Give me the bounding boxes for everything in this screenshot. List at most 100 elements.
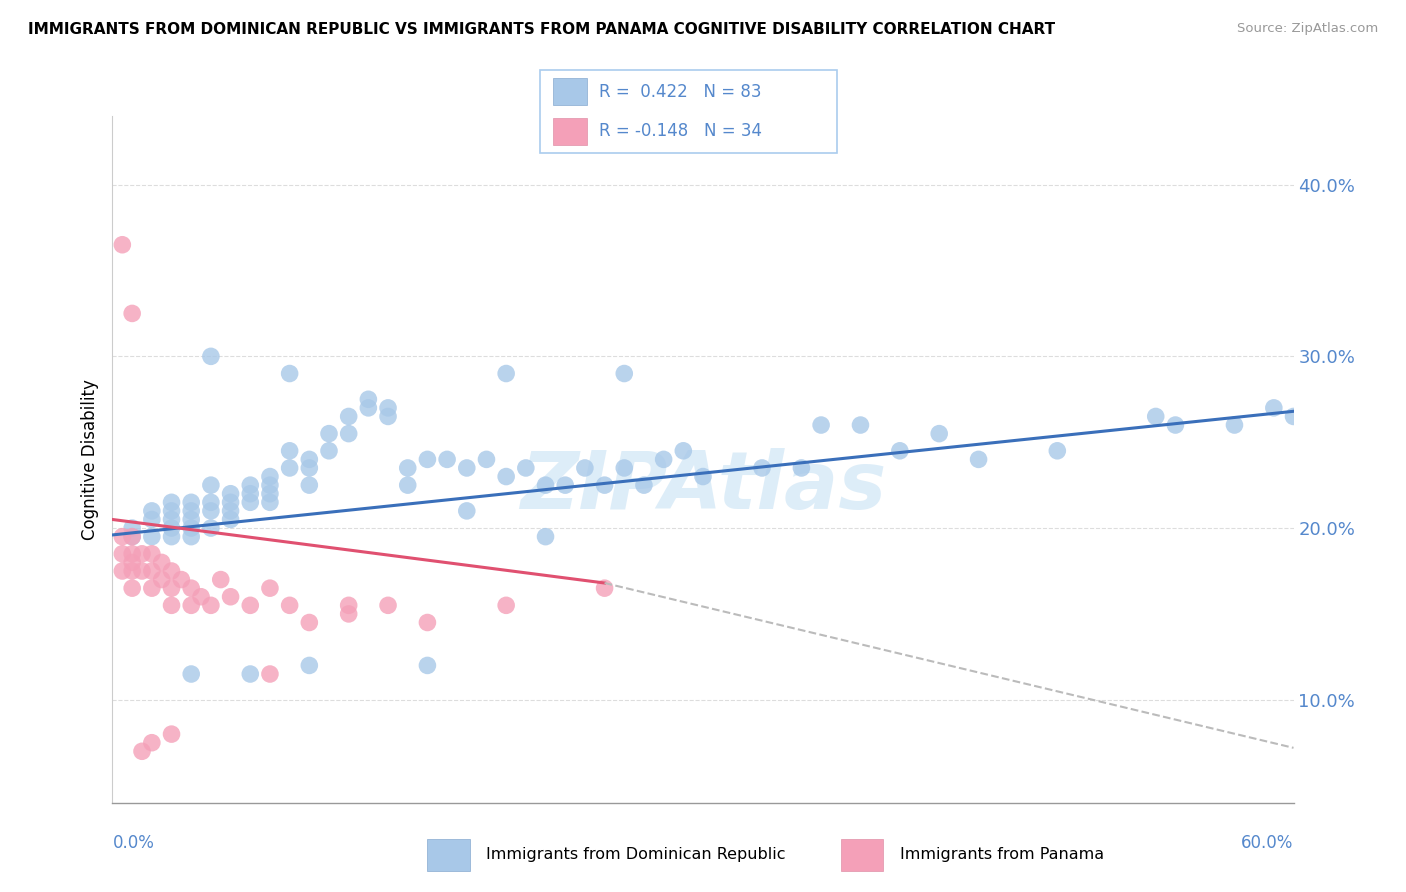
Bar — [427, 839, 470, 871]
Text: ZIPAtlas: ZIPAtlas — [520, 448, 886, 526]
Point — [131, 547, 153, 561]
Point — [160, 581, 183, 595]
Point — [475, 452, 498, 467]
Point — [121, 306, 143, 320]
Point — [613, 367, 636, 381]
Point — [593, 581, 616, 595]
Point — [121, 521, 143, 535]
Text: 0.0%: 0.0% — [112, 834, 155, 852]
Point — [141, 547, 163, 561]
Point — [278, 367, 301, 381]
Point — [318, 443, 340, 458]
Point — [652, 452, 675, 467]
Point — [150, 555, 173, 570]
Point — [111, 564, 134, 578]
Point — [396, 461, 419, 475]
Text: 60.0%: 60.0% — [1241, 834, 1294, 852]
Point — [554, 478, 576, 492]
Point — [200, 478, 222, 492]
Point — [298, 461, 321, 475]
Point — [574, 461, 596, 475]
Point — [967, 452, 990, 467]
Point — [456, 461, 478, 475]
Point — [160, 727, 183, 741]
Point — [160, 564, 183, 578]
Point — [298, 478, 321, 492]
Point — [219, 504, 242, 518]
Point — [209, 573, 232, 587]
Point — [396, 478, 419, 492]
Point — [337, 607, 360, 621]
Point — [298, 658, 321, 673]
Point — [495, 599, 517, 613]
Point — [180, 599, 202, 613]
Point — [180, 495, 202, 509]
Point — [121, 530, 143, 544]
Point — [219, 590, 242, 604]
Point — [318, 426, 340, 441]
Point — [416, 452, 439, 467]
Point — [219, 495, 242, 509]
Point — [141, 736, 163, 750]
Point — [456, 504, 478, 518]
Text: Immigrants from Panama: Immigrants from Panama — [900, 847, 1104, 862]
Point — [298, 452, 321, 467]
Point — [180, 512, 202, 526]
Text: R = -0.148   N = 34: R = -0.148 N = 34 — [599, 122, 762, 140]
Point — [337, 426, 360, 441]
Point — [1144, 409, 1167, 424]
Text: Immigrants from Dominican Republic: Immigrants from Dominican Republic — [486, 847, 786, 862]
Point — [141, 564, 163, 578]
Point — [357, 401, 380, 415]
Point — [416, 658, 439, 673]
Point — [692, 469, 714, 483]
Point — [534, 530, 557, 544]
Point — [259, 469, 281, 483]
Point — [593, 478, 616, 492]
Point — [613, 461, 636, 475]
Point — [889, 443, 911, 458]
Point — [160, 599, 183, 613]
Point — [180, 667, 202, 681]
Point — [160, 512, 183, 526]
Bar — [553, 78, 586, 105]
Text: IMMIGRANTS FROM DOMINICAN REPUBLIC VS IMMIGRANTS FROM PANAMA COGNITIVE DISABILIT: IMMIGRANTS FROM DOMINICAN REPUBLIC VS IM… — [28, 22, 1056, 37]
Point — [141, 512, 163, 526]
Point — [200, 599, 222, 613]
Point — [150, 573, 173, 587]
Point — [160, 521, 183, 535]
Point — [219, 487, 242, 501]
FancyBboxPatch shape — [540, 70, 838, 153]
Point — [160, 530, 183, 544]
Point — [141, 530, 163, 544]
Point — [131, 744, 153, 758]
Point — [278, 443, 301, 458]
Point — [160, 504, 183, 518]
Point — [141, 504, 163, 518]
Point — [180, 504, 202, 518]
Point — [377, 401, 399, 415]
Point — [751, 461, 773, 475]
Point — [337, 409, 360, 424]
Point — [180, 581, 202, 595]
Point — [278, 599, 301, 613]
Point — [111, 237, 134, 252]
Point — [1263, 401, 1285, 415]
Point — [160, 495, 183, 509]
Point — [259, 495, 281, 509]
Point — [121, 581, 143, 595]
Point — [219, 512, 242, 526]
Point — [416, 615, 439, 630]
Y-axis label: Cognitive Disability: Cognitive Disability — [80, 379, 98, 540]
Point — [1282, 409, 1305, 424]
Text: Source: ZipAtlas.com: Source: ZipAtlas.com — [1237, 22, 1378, 36]
Point — [111, 530, 134, 544]
Point — [200, 504, 222, 518]
Point — [1046, 443, 1069, 458]
Text: R =  0.422   N = 83: R = 0.422 N = 83 — [599, 83, 762, 101]
Point — [259, 487, 281, 501]
Point — [298, 615, 321, 630]
Point — [278, 461, 301, 475]
Point — [200, 521, 222, 535]
Point — [849, 417, 872, 433]
